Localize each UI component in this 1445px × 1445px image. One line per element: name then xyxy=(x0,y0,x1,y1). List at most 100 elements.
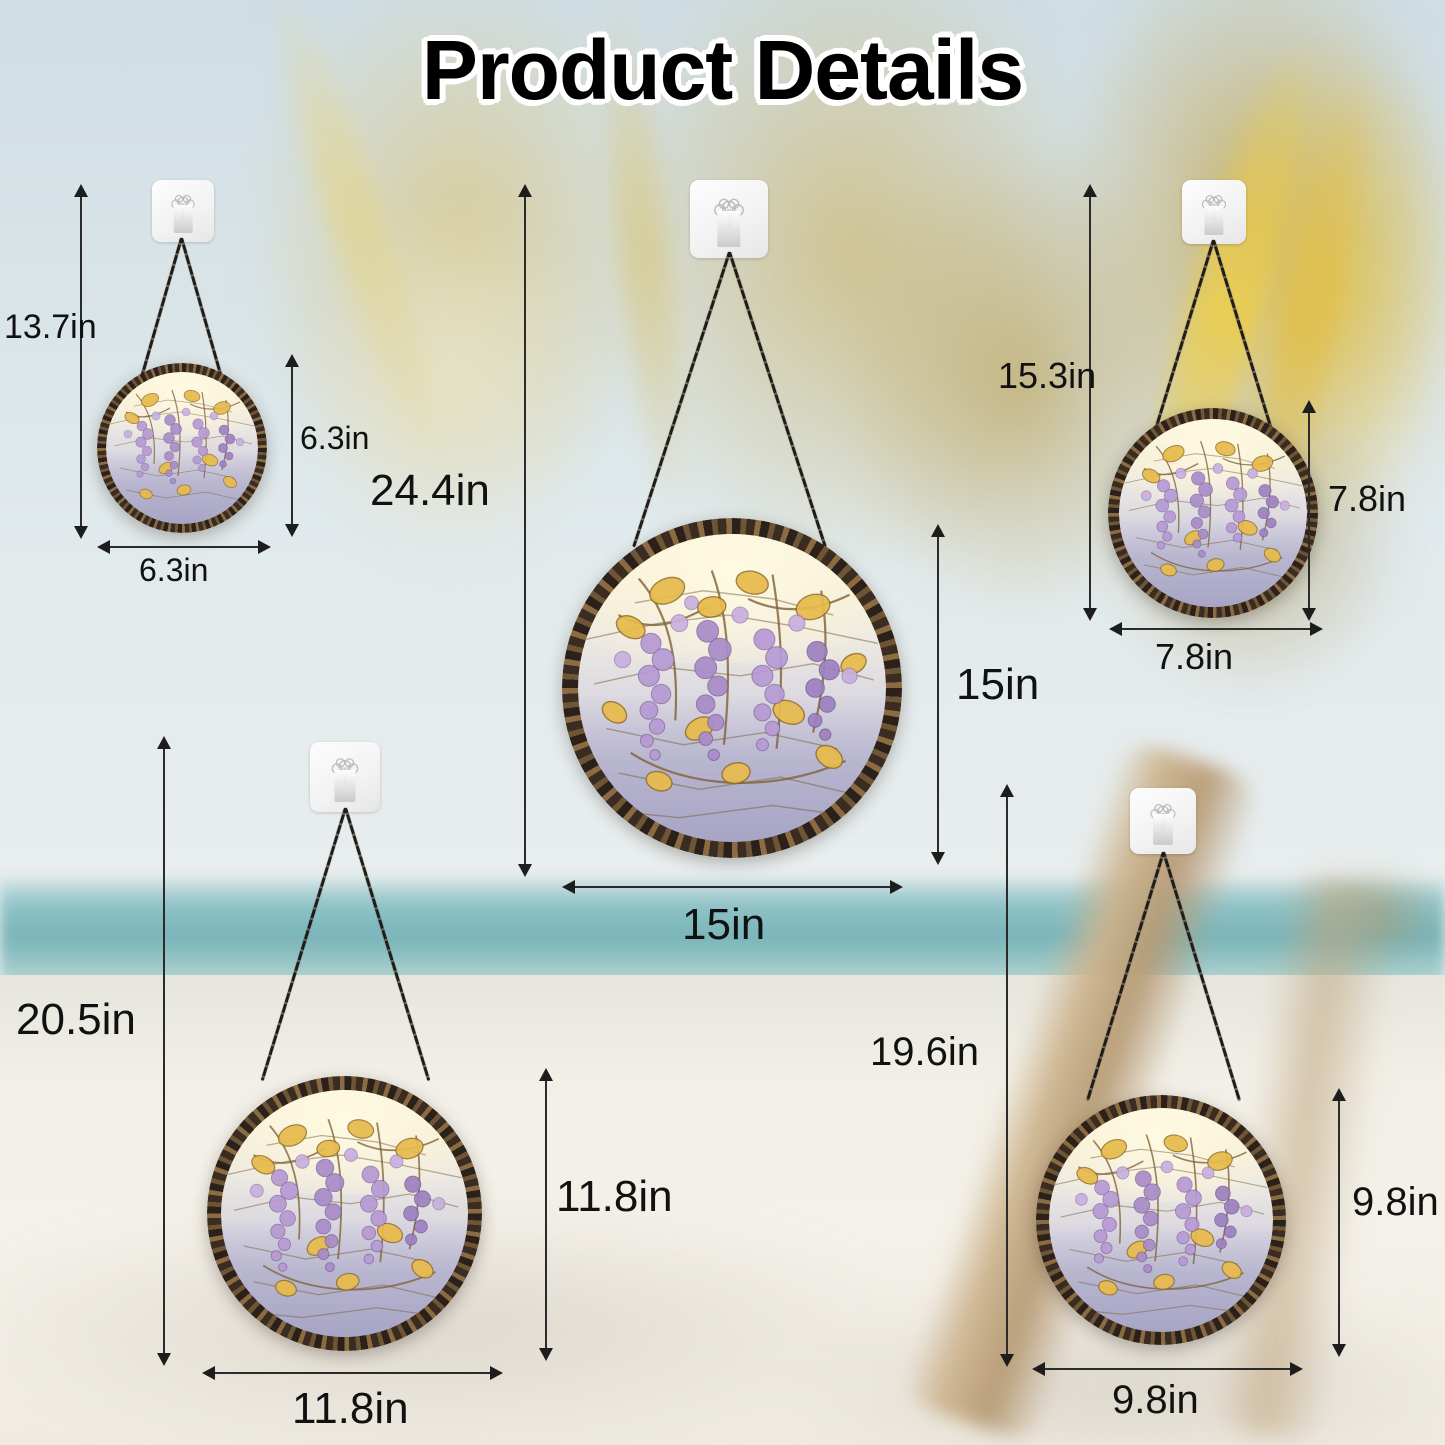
arrow-left-icon xyxy=(1109,622,1122,636)
arrow-down-icon xyxy=(518,864,532,877)
dimension-width: 9.8in xyxy=(1112,1378,1199,1422)
hanging-chain xyxy=(344,807,431,1081)
hanging-chain xyxy=(728,251,827,548)
adhesive-wall-hook xyxy=(152,180,214,242)
arrow-up-icon xyxy=(539,1068,553,1081)
arrow-right-icon xyxy=(490,1366,503,1380)
dimension-line-width xyxy=(1045,1368,1290,1370)
arrow-down-icon xyxy=(539,1348,553,1361)
arrow-up-icon xyxy=(157,736,171,749)
adhesive-wall-hook xyxy=(310,742,380,812)
dimension-height: 9.8in xyxy=(1352,1180,1439,1224)
glass-panel xyxy=(1049,1108,1273,1332)
suncatcher-disc xyxy=(97,363,267,533)
wisteria-artwork xyxy=(585,570,879,819)
page-title: Product Details xyxy=(421,23,1024,117)
hanging-chain xyxy=(260,807,347,1081)
dimension-line-width xyxy=(575,886,890,888)
arrow-left-icon xyxy=(202,1366,215,1380)
dimension-total-height: 13.7in xyxy=(4,308,97,346)
glass-upper-light xyxy=(578,534,886,664)
dimension-line-width xyxy=(110,546,258,548)
dimension-total-height: 19.6in xyxy=(870,1030,979,1074)
arrow-down-icon xyxy=(157,1353,171,1366)
dimension-line-total-height xyxy=(524,196,526,864)
dimension-line-width xyxy=(1122,628,1310,630)
product-2-group: 24.4in 15in 15in xyxy=(370,0,1039,980)
wisteria-artwork xyxy=(109,389,255,501)
suncatcher-disc xyxy=(562,518,902,858)
dimension-line-height xyxy=(545,1080,547,1348)
arrow-down-icon xyxy=(1302,608,1316,621)
wisteria-artwork xyxy=(227,1118,462,1319)
glass-panel xyxy=(221,1090,468,1337)
dimension-total-height: 15.3in xyxy=(998,355,1097,396)
glass-upper-light xyxy=(106,372,258,436)
arrow-right-icon xyxy=(890,880,903,894)
dimension-height: 7.8in xyxy=(1328,478,1407,519)
glass-panel xyxy=(578,534,886,842)
glass-panel xyxy=(106,372,258,524)
wisteria-artwork xyxy=(1123,441,1303,578)
arrow-right-icon xyxy=(258,540,271,554)
arrow-up-icon xyxy=(1000,784,1014,797)
arrow-up-icon xyxy=(74,184,88,197)
suncatcher-disc xyxy=(1108,408,1318,618)
dimension-width: 6.3in xyxy=(139,552,209,588)
arrow-up-icon xyxy=(518,184,532,197)
hanging-chain xyxy=(632,251,731,548)
arrow-left-icon xyxy=(97,540,110,554)
arrow-up-icon xyxy=(1302,400,1316,413)
dimension-height: 11.8in xyxy=(556,1172,673,1221)
dimension-width: 7.8in xyxy=(1155,636,1234,677)
adhesive-wall-hook xyxy=(1182,180,1246,244)
dimension-width: 11.8in xyxy=(292,1384,409,1433)
arrow-down-icon xyxy=(1332,1344,1346,1357)
arrow-down-icon xyxy=(931,852,945,865)
hook-flower-icon xyxy=(714,198,744,230)
arrow-down-icon xyxy=(285,524,299,537)
product-5-group: 19.6in 9.8in 9.8in xyxy=(840,700,1445,1445)
arrow-down-icon xyxy=(74,526,88,539)
arrow-down-icon xyxy=(1083,608,1097,621)
hook-flower-icon xyxy=(1150,803,1176,830)
product-3-group: 15.3in 7.8in 7.8in xyxy=(960,0,1445,700)
dimension-line-height xyxy=(291,366,293,524)
hanging-chain xyxy=(1086,851,1165,1102)
dimension-line-width xyxy=(215,1372,490,1374)
hook-flower-icon xyxy=(1201,195,1227,220)
dimension-line-total-height xyxy=(1089,196,1091,608)
adhesive-wall-hook xyxy=(690,180,768,258)
arrow-right-icon xyxy=(1290,1362,1303,1376)
dimension-line-height xyxy=(937,536,939,852)
dimension-line-total-height xyxy=(163,748,165,1353)
suncatcher-disc xyxy=(1036,1095,1286,1345)
arrow-left-icon xyxy=(1032,1362,1045,1376)
arrow-up-icon xyxy=(1332,1088,1346,1101)
product-4-group: 20.5in 11.8in 11.8in xyxy=(0,700,700,1445)
dimension-line-total-height xyxy=(1006,796,1008,1354)
glass-upper-light xyxy=(1119,419,1307,498)
arrow-left-icon xyxy=(562,880,575,894)
hanging-chain xyxy=(1153,239,1215,432)
dimension-height: 6.3in xyxy=(300,420,370,456)
arrow-up-icon xyxy=(1083,184,1097,197)
dimension-height: 15in xyxy=(956,660,1040,709)
hanging-chain xyxy=(1212,239,1274,432)
glass-panel xyxy=(1119,419,1307,607)
glass-upper-light xyxy=(221,1090,468,1194)
dimension-line-height xyxy=(1338,1100,1340,1344)
dimension-total-height: 20.5in xyxy=(16,995,136,1044)
hanging-chain xyxy=(1162,851,1241,1102)
arrow-down-icon xyxy=(1000,1354,1014,1367)
arrow-up-icon xyxy=(931,524,945,537)
dimension-line-total-height xyxy=(80,196,82,526)
product-1-group: 13.7in 6.3in 6.3in xyxy=(0,0,400,600)
dimension-width: 15in xyxy=(682,900,766,949)
suncatcher-disc xyxy=(207,1076,482,1351)
adhesive-wall-hook xyxy=(1130,788,1196,854)
dimension-line-height xyxy=(1308,412,1310,608)
wisteria-artwork xyxy=(1054,1134,1268,1315)
hook-flower-icon xyxy=(331,758,359,786)
